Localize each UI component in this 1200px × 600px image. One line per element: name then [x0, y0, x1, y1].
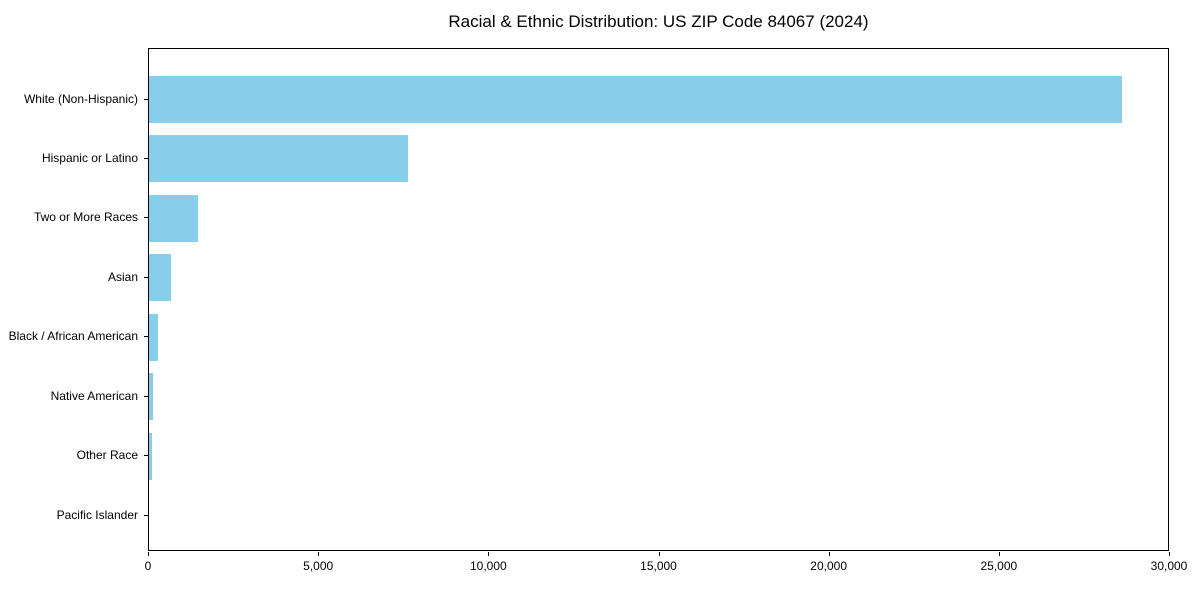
bar-black-african-american: [149, 313, 158, 361]
y-tick-black-african-american: [144, 336, 148, 338]
x-axis-label-10000: 10,000: [469, 559, 507, 573]
plot-area: [148, 48, 1169, 551]
y-tick-pacific-islander: [144, 514, 148, 516]
x-axis-label-15000: 15,000: [640, 559, 677, 573]
y-tick-asian: [144, 276, 148, 278]
bar-other-race: [149, 432, 153, 480]
bar-hispanic-or-latino: [149, 135, 408, 183]
x-axis-label-5000: 5,000: [303, 559, 334, 573]
x-tick-20000: [828, 552, 830, 556]
y-axis-label-black-african-american: Black / African American: [8, 329, 138, 344]
y-tick-two-or-more-races: [144, 217, 148, 219]
x-tick-30000: [1169, 552, 1170, 556]
x-tick-0: [148, 552, 149, 556]
y-axis-label-other-race: Other Race: [76, 448, 138, 463]
bar-asian: [149, 254, 171, 302]
bar-white-non-hispanic: [149, 76, 1123, 123]
x-tick-25000: [998, 552, 1000, 556]
y-axis-label-two-or-more-races: Two or More Races: [33, 210, 138, 225]
y-tick-hispanic-or-latino: [144, 157, 148, 159]
chart-title: Racial & Ethnic Distribution: US ZIP Cod…: [448, 12, 869, 31]
y-tick-native-american: [144, 395, 148, 397]
x-axis-label-20000: 20,000: [810, 559, 848, 573]
y-axis-label-pacific-islander: Pacific Islander: [56, 507, 138, 522]
y-tick-other-race: [144, 455, 148, 457]
y-axis-label-white-non-hispanic: White (Non-Hispanic): [23, 91, 138, 106]
x-axis-label-25000: 25,000: [980, 559, 1018, 573]
y-axis-label-hispanic-or-latino: Hispanic or Latino: [41, 150, 138, 165]
x-tick-5000: [318, 552, 320, 556]
y-tick-white-non-hispanic: [144, 98, 148, 100]
x-axis-label-0: 0: [144, 559, 152, 573]
y-axis-label-native-american: Native American: [50, 388, 138, 403]
bar-two-or-more-races: [149, 194, 199, 242]
bar-native-american: [149, 373, 154, 421]
x-tick-10000: [488, 552, 490, 556]
x-tick-15000: [658, 552, 660, 556]
y-axis-label-asian: Asian: [107, 269, 138, 284]
x-axis-label-30000: 30,000: [1150, 559, 1188, 573]
